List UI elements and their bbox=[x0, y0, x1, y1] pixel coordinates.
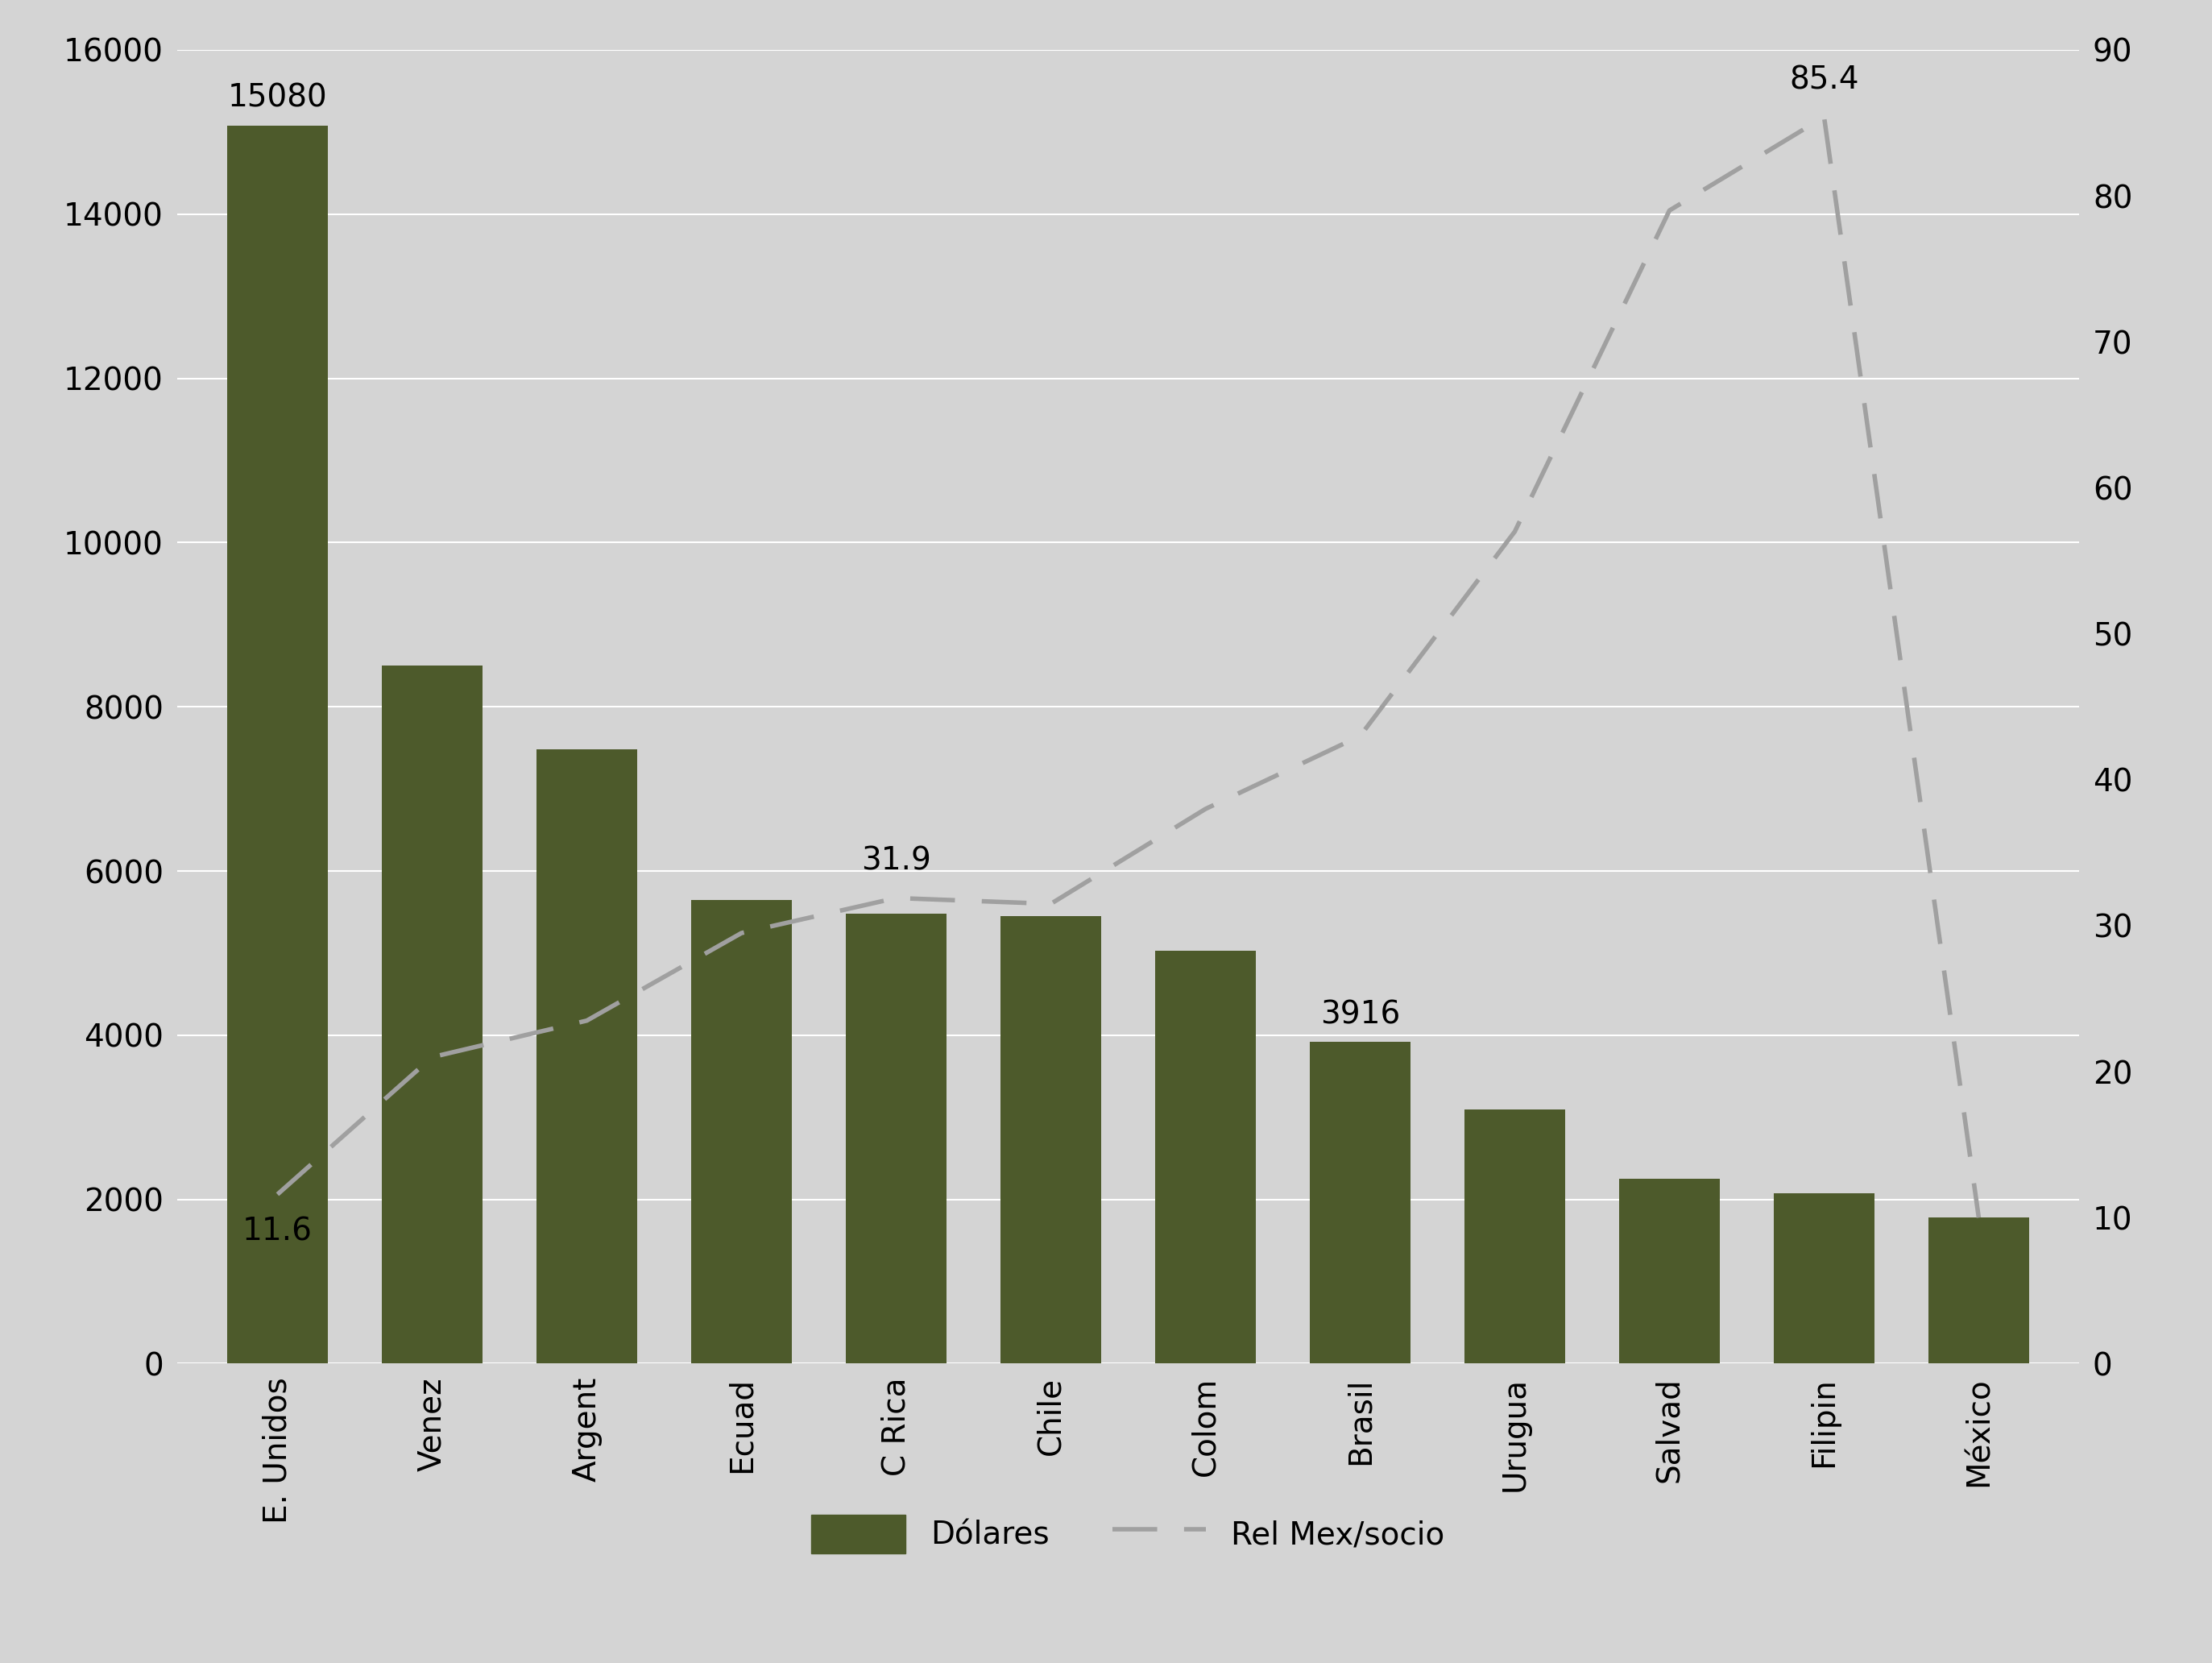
Bar bbox=[1155, 951, 1256, 1364]
Text: 85.4: 85.4 bbox=[1790, 65, 1858, 95]
Bar bbox=[1464, 1109, 1566, 1364]
Text: 11.6: 11.6 bbox=[243, 1216, 312, 1247]
Bar bbox=[845, 913, 947, 1364]
Bar bbox=[228, 125, 327, 1364]
Bar bbox=[1310, 1043, 1411, 1364]
Bar bbox=[1619, 1179, 1719, 1364]
Text: 31.9: 31.9 bbox=[860, 845, 931, 876]
Bar bbox=[383, 665, 482, 1364]
Legend: Dólares, Rel Mex/socio: Dólares, Rel Mex/socio bbox=[781, 1483, 1475, 1585]
Bar bbox=[1000, 916, 1102, 1364]
Bar bbox=[690, 900, 792, 1364]
Bar bbox=[538, 750, 637, 1364]
Text: 3916: 3916 bbox=[1321, 999, 1400, 1029]
Bar bbox=[1774, 1192, 1874, 1364]
Bar bbox=[1929, 1217, 2028, 1364]
Text: 15080: 15080 bbox=[228, 83, 327, 113]
